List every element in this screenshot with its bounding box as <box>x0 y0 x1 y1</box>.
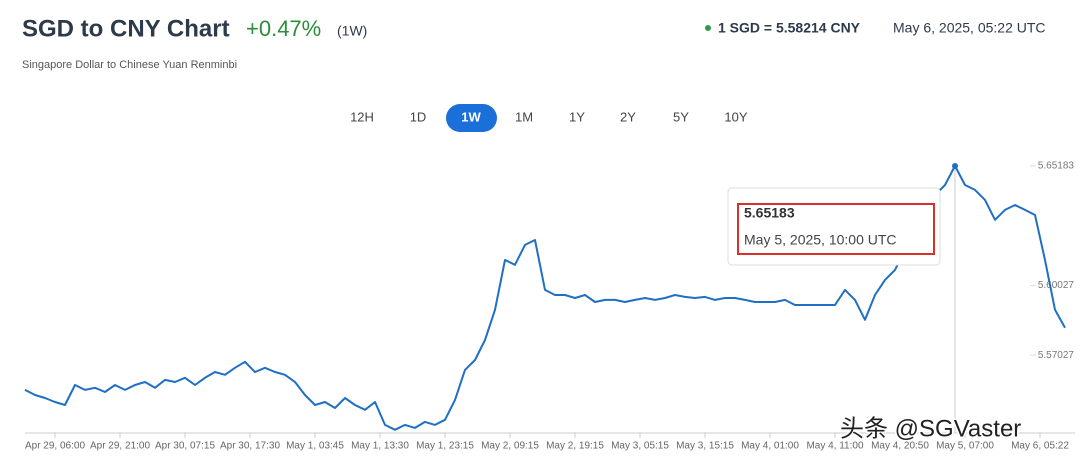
timestamp: May 6, 2025, 05:22 UTC <box>893 20 1046 36</box>
title: SGD to CNY Chart <box>22 15 230 42</box>
subtitle: Singapore Dollar to Chinese Yuan Renminb… <box>22 59 237 71</box>
button-label: 12H <box>350 109 374 124</box>
x-tick-label: Apr 30, 07:15 <box>155 441 215 452</box>
button-label: 1M <box>515 109 533 124</box>
button-label: 1D <box>410 109 427 124</box>
x-tick-label: May 5, 07:00 <box>936 441 994 452</box>
y-tick-label: 5.60027 <box>1038 280 1075 291</box>
highlight-point <box>952 162 958 169</box>
rate: 1 SGD = 5.58214 CNY <box>718 20 861 36</box>
tooltip-date: May 5, 2025, 10:00 UTC <box>744 232 897 248</box>
x-tick-label: May 3, 05:15 <box>611 441 669 452</box>
x-tick-label: May 4, 11:00 <box>806 441 864 452</box>
plot: 5.65183 5.60027 5.57027 Apr 29, 06:00 Apr 29… <box>24 161 1075 452</box>
x-tick-label: May 3, 15:15 <box>676 441 734 452</box>
range-button[interactable]: 1M <box>515 109 533 124</box>
x-tick-label: May 1, 03:45 <box>286 441 344 452</box>
y-tick-label: 5.65183 <box>1038 161 1075 172</box>
x-tick-label: May 1, 13:30 <box>351 441 409 452</box>
x-tick-label: May 2, 19:15 <box>546 441 604 452</box>
x-tick-label: Apr 29, 21:00 <box>90 441 150 452</box>
y-tick-label: 5.57027 <box>1038 350 1075 361</box>
x-tick-label: May 6, 05:22 <box>1011 441 1069 452</box>
range-button[interactable]: 1D <box>410 109 427 124</box>
button-label: 1Y <box>569 109 585 124</box>
rate-line <box>24 164 1066 431</box>
range-button[interactable]: 10Y <box>724 109 747 124</box>
range-button[interactable]: 12H <box>350 109 374 124</box>
tooltip: 5.65183 May 5, 2025, 10:00 UTC <box>727 187 941 266</box>
range-buttons: 12H 1D 1W 1M 1Y 2Y 5Y 10Y <box>350 104 748 132</box>
x-tick-label: May 1, 23:15 <box>416 441 474 452</box>
x-tick-label: Apr 29, 06:00 <box>25 441 85 452</box>
range-button[interactable]: 5Y <box>673 109 689 124</box>
watermark: 头条 @SGVaster <box>840 415 1021 442</box>
x-tick-label: May 4, 01:00 <box>741 441 799 452</box>
tooltip-value: 5.65183 <box>744 205 795 221</box>
range-button[interactable]: 2Y <box>620 109 636 124</box>
change: +0.47% <box>246 16 321 41</box>
button-bg <box>446 104 497 132</box>
x-tick-label: May 4, 20:50 <box>871 441 929 452</box>
period: (1W) <box>337 23 367 39</box>
x-tick-label: May 2, 09:15 <box>481 441 539 452</box>
button-label: 2Y <box>620 109 636 124</box>
status-dot <box>705 25 711 31</box>
x-tick-label: Apr 30, 17:30 <box>220 441 280 452</box>
highlight-box <box>737 203 935 255</box>
tooltip-box <box>727 187 941 266</box>
range-button[interactable]: 1Y <box>569 109 585 124</box>
button-label: 10Y <box>724 109 747 124</box>
button-label: 5Y <box>673 109 689 124</box>
button-label: 1W <box>461 109 481 124</box>
range-button[interactable]: 1W <box>446 104 497 132</box>
